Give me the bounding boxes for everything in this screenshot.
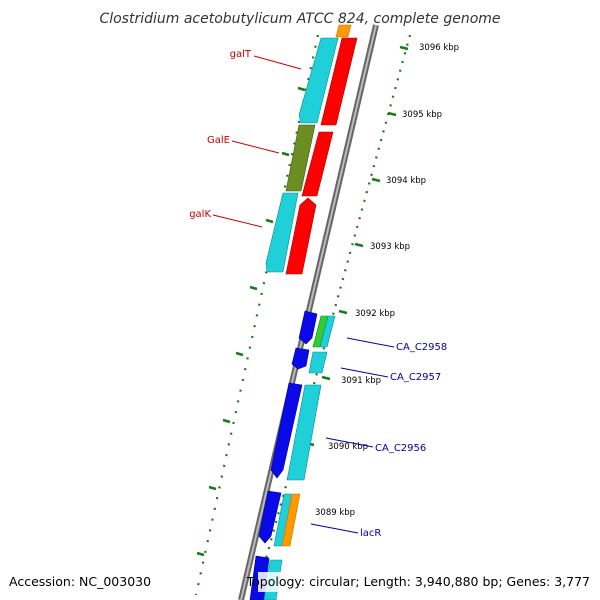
gene-label-lacR[interactable]: lacR <box>360 528 381 539</box>
inner-tick <box>249 285 258 291</box>
inner-track-ticks <box>196 86 306 557</box>
genome-summary-text: Topology: circular; Length: 3,940,880 bp… <box>246 574 590 589</box>
gene-label-CA_C2957[interactable]: CA_C2957 <box>390 372 441 383</box>
gene-label-galK[interactable]: galK <box>189 209 211 220</box>
galT-leader <box>253 55 302 70</box>
footer-summary-bg <box>258 572 596 592</box>
inner-tick <box>265 218 274 224</box>
scale-label: 3094 kbp <box>386 176 426 186</box>
inner-tick <box>297 86 306 92</box>
lacR-blue-gene[interactable] <box>258 490 282 544</box>
label-leader-lines <box>212 55 395 534</box>
scale-label: 3095 kbp <box>402 110 442 120</box>
blue-gene-features <box>249 310 318 600</box>
galE-olive-gene[interactable] <box>285 124 316 192</box>
CA_C2957-blue-gene[interactable] <box>291 347 310 370</box>
CA_C2956-blue-gene[interactable] <box>270 382 303 479</box>
galK-cyan-gene[interactable] <box>265 192 299 273</box>
gene-labels: galT GalE galK CA_C2958 CA_C2957 CA_C295… <box>189 49 447 539</box>
CA_C2958-leader <box>346 337 395 348</box>
scale-label: 3091 kbp <box>341 376 381 386</box>
CA_C2958-blue-gene[interactable] <box>298 310 318 345</box>
scale-labels: 3096 kbp 3095 kbp 3094 kbp 3093 kbp 3092… <box>315 43 459 518</box>
map-title: Clostridium acetobutylicum ATCC 824, com… <box>99 11 500 27</box>
scale-tick <box>371 177 381 183</box>
scale-tick <box>354 242 364 248</box>
galE-leader <box>231 140 280 154</box>
inner-tick <box>235 351 244 357</box>
CA_C2957-leader <box>340 367 389 378</box>
forward-strand-features <box>285 24 358 275</box>
lower-colored-features <box>263 315 336 600</box>
scale-tick <box>387 111 397 117</box>
inner-tick <box>196 551 205 557</box>
galK-red-gene[interactable] <box>285 197 317 275</box>
scale-label: 3096 kbp <box>419 43 459 53</box>
CA_C2957-cyan-gene[interactable] <box>308 351 328 374</box>
scale-label: 3093 kbp <box>370 242 410 252</box>
lacR-orange-gene[interactable] <box>281 493 301 547</box>
reverse-strand-features-top <box>265 37 339 273</box>
orange-gene-feature[interactable] <box>335 24 352 38</box>
gene-label-CA_C2958[interactable]: CA_C2958 <box>396 342 447 353</box>
galT-red-gene[interactable] <box>320 37 358 126</box>
galK-leader <box>212 214 263 228</box>
scale-major-ticks <box>288 45 409 513</box>
footer-accession-bg <box>4 572 154 592</box>
lacR-leader <box>310 523 359 534</box>
inner-tick <box>208 485 217 491</box>
inner-tick <box>222 418 231 424</box>
CA_C2956-leader <box>325 437 374 448</box>
accession-text: Accession: NC_003030 <box>9 574 151 589</box>
gene-label-CA_C2956[interactable]: CA_C2956 <box>375 443 426 454</box>
scale-tick <box>321 375 331 381</box>
galT-cyan-gene[interactable] <box>298 37 339 124</box>
CA_C2956-cyan-gene[interactable] <box>286 384 322 481</box>
scale-tick <box>338 309 348 315</box>
inner-scale-track <box>194 34 320 596</box>
scale-label: 3090 kbp <box>328 442 368 452</box>
gene-label-GalE[interactable]: GalE <box>207 135 230 146</box>
gene-label-galT[interactable]: galT <box>230 49 252 60</box>
scale-label: 3089 kbp <box>315 508 355 518</box>
inner-tick <box>281 151 290 157</box>
CA_C2958-cyan-gene[interactable] <box>319 315 336 348</box>
inner-track-dots <box>194 34 320 596</box>
galE-red-gene[interactable] <box>301 131 334 197</box>
scale-label: 3092 kbp <box>355 309 395 319</box>
scale-tick <box>399 45 409 51</box>
